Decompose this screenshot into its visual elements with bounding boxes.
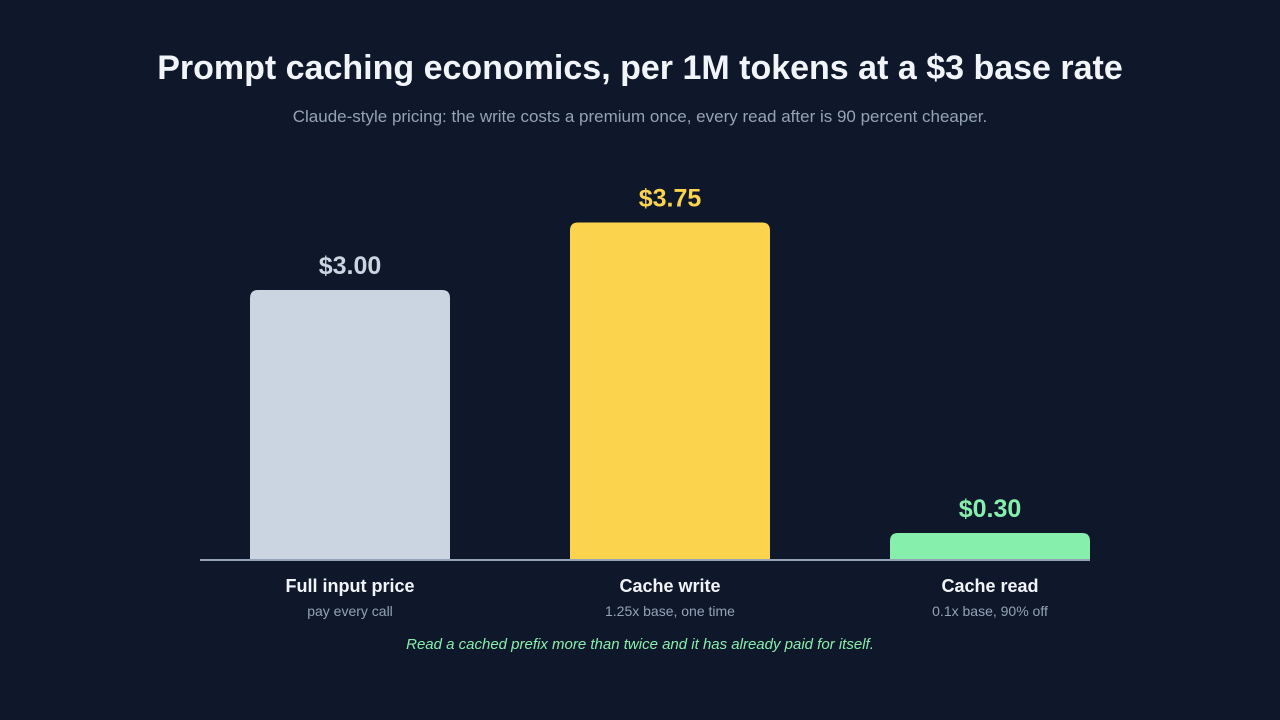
bar-3 — [890, 533, 1090, 560]
chart-footnote: Read a cached prefix more than twice and… — [406, 636, 874, 653]
category-note-2: 1.25x base, one time — [605, 603, 735, 619]
category-label-3: Cache read — [941, 576, 1038, 596]
category-label-1: Full input price — [286, 576, 415, 596]
chart-subtitle: Claude-style pricing: the write costs a … — [292, 107, 988, 126]
bar-value-label-2: $3.75 — [639, 185, 702, 213]
bar-value-label-1: $3.00 — [319, 252, 382, 280]
chart-title: Prompt caching economics, per 1M tokens … — [157, 49, 1123, 87]
category-note-1: pay every call — [307, 603, 393, 619]
category-note-3: 0.1x base, 90% off — [932, 603, 1048, 619]
bar-2 — [570, 222, 770, 560]
bar-1 — [250, 290, 450, 560]
category-label-2: Cache write — [619, 576, 720, 596]
bar-value-label-3: $0.30 — [959, 495, 1022, 523]
